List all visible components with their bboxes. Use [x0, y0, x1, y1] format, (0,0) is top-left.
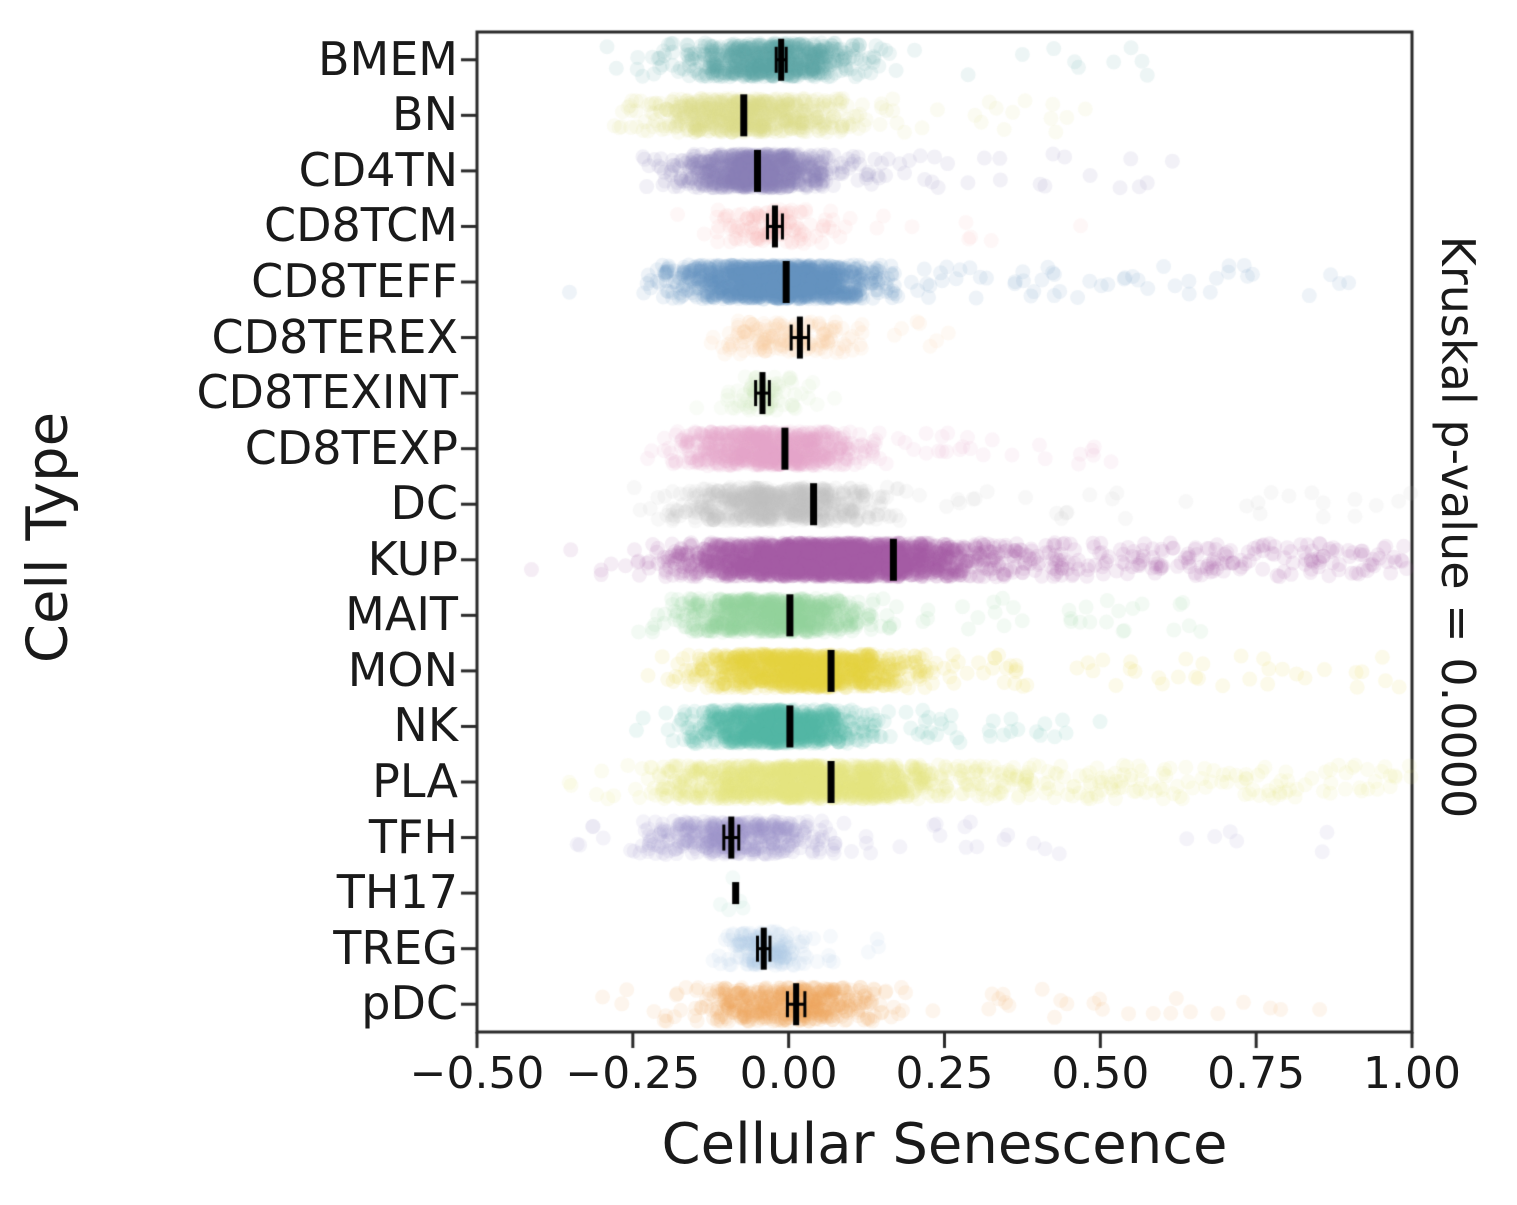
y-tick-label: CD4TN [298, 142, 458, 197]
y-tick-label: TH17 [336, 865, 458, 920]
y-tick-label: CD8TCM [263, 198, 458, 253]
x-tick-label: 0.25 [895, 1048, 994, 1099]
y-tick-label: CD8TEXINT [196, 365, 458, 420]
y-tick-label: KUP [367, 531, 458, 586]
y-tick-label: MAIT [345, 587, 458, 642]
y-axis-title: Cell Type [15, 411, 81, 664]
y-tick-label: pDC [361, 976, 458, 1031]
x-tick-label: −0.25 [565, 1048, 701, 1099]
y-tick-label: BN [392, 87, 458, 142]
y-tick-label: CD8TEXP [244, 420, 458, 475]
kruskal-pvalue-label: Kruskal p-value = 0.0000 [1431, 235, 1485, 819]
x-tick-label: 1.00 [1363, 1048, 1461, 1099]
y-tick-label: DC [390, 476, 458, 531]
x-tick-label: 0.75 [1207, 1048, 1306, 1099]
y-tick-label: MON [347, 642, 458, 697]
y-tick-label: NK [393, 698, 458, 753]
y-tick-label: PLA [372, 754, 458, 808]
x-tick-label: 0.00 [739, 1048, 838, 1099]
x-tick-label: 0.50 [1051, 1048, 1150, 1099]
x-tick-label: −0.50 [409, 1048, 545, 1099]
y-tick-label: CD8TEREX [211, 309, 458, 364]
y-tick-label: CD8TEFF [251, 254, 458, 308]
x-axis-title: Cellular Senescence [661, 1112, 1228, 1177]
y-tick-label: TREG [333, 920, 458, 975]
y-tick-label: TFH [368, 809, 458, 864]
y-tick-label: BMEM [318, 31, 458, 86]
